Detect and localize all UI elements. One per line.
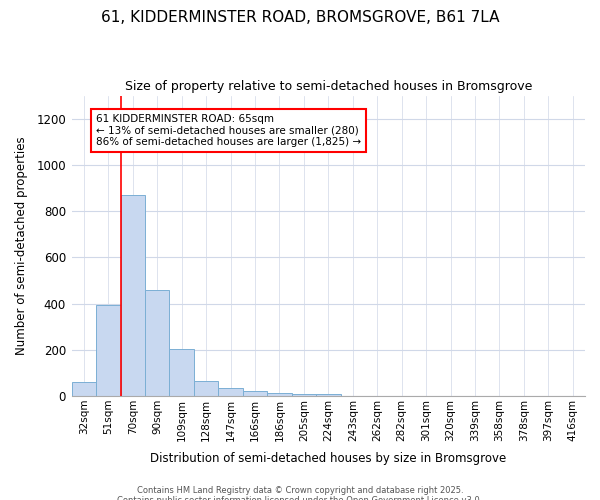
Text: 61, KIDDERMINSTER ROAD, BROMSGROVE, B61 7LA: 61, KIDDERMINSTER ROAD, BROMSGROVE, B61 … <box>101 10 499 25</box>
Bar <box>316 394 341 396</box>
Bar <box>243 391 267 396</box>
Bar <box>169 348 194 396</box>
Bar <box>96 304 121 396</box>
Bar <box>194 381 218 396</box>
Text: Contains HM Land Registry data © Crown copyright and database right 2025.: Contains HM Land Registry data © Crown c… <box>137 486 463 495</box>
Bar <box>71 382 96 396</box>
Text: 61 KIDDERMINSTER ROAD: 65sqm
← 13% of semi-detached houses are smaller (280)
86%: 61 KIDDERMINSTER ROAD: 65sqm ← 13% of se… <box>96 114 361 147</box>
Y-axis label: Number of semi-detached properties: Number of semi-detached properties <box>15 136 28 355</box>
Bar <box>145 290 169 396</box>
Bar <box>292 394 316 396</box>
X-axis label: Distribution of semi-detached houses by size in Bromsgrove: Distribution of semi-detached houses by … <box>150 452 506 465</box>
Title: Size of property relative to semi-detached houses in Bromsgrove: Size of property relative to semi-detach… <box>125 80 532 93</box>
Bar <box>121 195 145 396</box>
Bar <box>267 392 292 396</box>
Bar <box>218 388 243 396</box>
Text: Contains public sector information licensed under the Open Government Licence v3: Contains public sector information licen… <box>118 496 482 500</box>
